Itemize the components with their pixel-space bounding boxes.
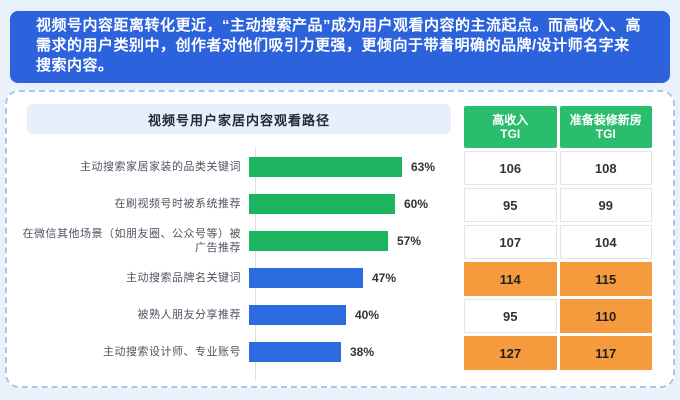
axis-line	[255, 148, 256, 380]
table-cell: 110	[559, 299, 652, 333]
bar-chart: 主动搜索家居家装的品类关键词 63% 在刷视频号时被系统推荐 60% 在微信其他…	[21, 148, 461, 370]
bar-value: 57%	[397, 233, 422, 248]
insight-text: 视频号内容距离转化更近，“主动搜索产品”成为用户观看内容的主流起点。而高收入、高…	[36, 17, 642, 74]
bar	[249, 304, 346, 325]
bar	[249, 230, 388, 251]
bar-label: 被熟人朋友分享推荐	[137, 308, 241, 321]
table-cell: 106	[464, 151, 557, 185]
table-cell: 127	[464, 336, 557, 370]
table-cell: 114	[464, 262, 557, 296]
table-cell: 99	[559, 188, 652, 222]
bar	[249, 267, 363, 288]
table-cell: 115	[559, 262, 652, 296]
bar-label: 主动搜索设计师、专业账号	[103, 345, 241, 358]
table-cell: 95	[464, 188, 557, 222]
chart-row: 主动搜索品牌名关键词 47%	[21, 259, 461, 296]
bar-label: 主动搜索品牌名关键词	[126, 271, 241, 284]
chart-title: 视频号用户家居内容观看路径	[27, 104, 451, 134]
table-cell: 117	[559, 336, 652, 370]
bar	[249, 193, 395, 214]
bar-label: 在微信其他场景（如朋友圈、公众号等）被广告推荐	[22, 227, 241, 254]
bar	[249, 341, 341, 362]
bar-value: 60%	[404, 196, 429, 211]
table-cell: 108	[559, 151, 652, 185]
bar-value: 47%	[372, 270, 397, 285]
bar	[249, 156, 402, 177]
bar-value: 38%	[350, 344, 375, 359]
column-subtitle: TGI	[595, 127, 616, 141]
bar-label: 主动搜索家居家装的品类关键词	[80, 160, 241, 173]
bar-value: 63%	[411, 159, 436, 174]
bar-value: 40%	[355, 307, 380, 322]
table-cell: 107	[464, 225, 557, 259]
table-cell: 95	[464, 299, 557, 333]
chart-row: 主动搜索设计师、专业账号 38%	[21, 333, 461, 370]
chart-row: 在刷视频号时被系统推荐 60%	[21, 185, 461, 222]
bar-label: 在刷视频号时被系统推荐	[114, 197, 241, 210]
table-cell: 104	[559, 225, 652, 259]
column-title: 准备装修新房	[569, 113, 642, 127]
table-header-renovating-new-home: 准备装修新房 TGI	[559, 106, 652, 148]
chart-row: 被熟人朋友分享推荐 40%	[21, 296, 461, 333]
tgi-table: 高收入 TGI 准备装修新房 TGI 106 108 95 99 107 104…	[464, 106, 652, 370]
insight-banner: 视频号内容距离转化更近，“主动搜索产品”成为用户观看内容的主流起点。而高收入、高…	[10, 11, 670, 83]
column-title: 高收入	[492, 113, 529, 127]
chart-row: 主动搜索家居家装的品类关键词 63%	[21, 148, 461, 185]
column-subtitle: TGI	[500, 127, 521, 141]
content-card: 视频号用户家居内容观看路径 主动搜索家居家装的品类关键词 63% 在刷视频号时被…	[5, 90, 675, 388]
table-header-high-income: 高收入 TGI	[464, 106, 557, 148]
chart-row: 在微信其他场景（如朋友圈、公众号等）被广告推荐 57%	[21, 222, 461, 259]
